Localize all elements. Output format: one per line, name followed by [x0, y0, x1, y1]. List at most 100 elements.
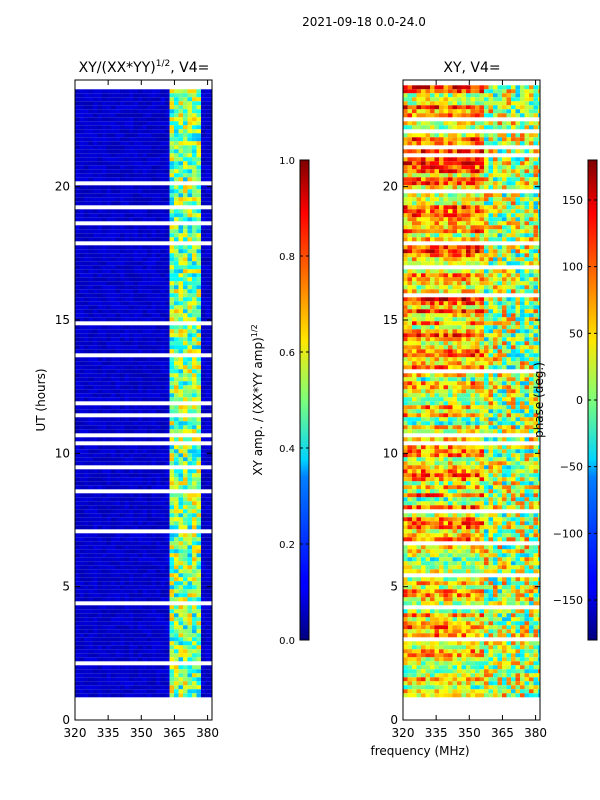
heatmap-cell: [165, 581, 170, 586]
heatmap-cell: [174, 293, 179, 298]
heatmap-cell: [93, 309, 98, 314]
heatmap-cell: [201, 685, 206, 690]
heatmap-cell: [93, 649, 98, 654]
heatmap-cell: [187, 629, 193, 634]
heatmap-cell: [205, 561, 211, 566]
heatmap-cell: [160, 429, 166, 434]
heatmap-cell: [88, 133, 94, 138]
heatmap-cell: [115, 525, 121, 530]
heatmap-cell: [169, 345, 175, 350]
heatmap-cell: [205, 237, 211, 242]
heatmap-cell: [205, 277, 211, 282]
heatmap-cell: [147, 289, 152, 294]
heatmap-cell: [156, 589, 161, 594]
heatmap-cell: [201, 165, 206, 170]
heatmap-cell: [183, 633, 188, 638]
heatmap-cell: [84, 485, 89, 490]
heatmap-cell: [138, 337, 143, 342]
heatmap-cell: [178, 125, 184, 130]
heatmap-cell: [174, 429, 179, 434]
heatmap-cell: [475, 181, 480, 186]
heatmap-cell: [138, 105, 143, 110]
heatmap-cell: [120, 117, 125, 122]
heatmap-cell: [88, 157, 94, 162]
heatmap-cell: [124, 289, 130, 294]
heatmap-cell: [160, 509, 166, 514]
heatmap-cell: [93, 253, 98, 258]
heatmap-cell: [93, 333, 98, 338]
heatmap-cell: [138, 525, 143, 530]
heatmap-cell: [421, 161, 426, 166]
heatmap-cell: [115, 593, 121, 598]
heatmap-cell: [210, 173, 212, 178]
heatmap-cell: [106, 97, 112, 102]
heatmap-cell: [178, 89, 184, 94]
heatmap-cell: [124, 397, 130, 402]
heatmap-cell: [183, 89, 188, 94]
heatmap-cell: [183, 233, 188, 238]
heatmap-cell: [533, 149, 539, 154]
heatmap-cell: [192, 557, 197, 562]
heatmap-cell: [129, 133, 134, 138]
heatmap-cell: [421, 97, 426, 102]
heatmap-cell: [165, 565, 170, 570]
heatmap-cell: [147, 261, 152, 266]
heatmap-cell: [183, 557, 188, 562]
heatmap-cell: [448, 109, 453, 114]
heatmap-cell: [165, 577, 170, 582]
heatmap-cell: [93, 509, 98, 514]
heatmap-cell: [488, 101, 494, 106]
heatmap-cell: [178, 669, 184, 674]
heatmap-cell: [434, 181, 440, 186]
heatmap-cell: [147, 109, 152, 114]
heatmap-cell: [201, 317, 206, 322]
heatmap-cell: [97, 453, 103, 458]
heatmap-cell: [201, 97, 206, 102]
heatmap-cell: [129, 361, 134, 366]
heatmap-cell: [133, 209, 139, 214]
heatmap-cell: [102, 669, 107, 674]
heatmap-cell: [97, 93, 103, 98]
heatmap-cell: [479, 101, 485, 106]
heatmap-cell: [187, 577, 193, 582]
heatmap-cell: [147, 237, 152, 242]
heatmap-cell: [111, 653, 116, 658]
heatmap-cell: [183, 437, 188, 442]
heatmap-cell: [138, 213, 143, 218]
heatmap-cell: [183, 513, 188, 518]
heatmap-cell: [533, 173, 539, 178]
heatmap-cell: [93, 405, 98, 410]
heatmap-cell: [111, 453, 116, 458]
heatmap-cell: [529, 161, 534, 166]
heatmap-cell: [93, 437, 98, 442]
heatmap-cell: [124, 313, 130, 318]
heatmap-cell: [142, 581, 148, 586]
heatmap-cell: [156, 585, 161, 590]
heatmap-cell: [210, 357, 212, 362]
heatmap-cell: [84, 313, 89, 318]
heatmap-cell: [160, 277, 166, 282]
heatmap-cell: [138, 585, 143, 590]
heatmap-cell: [79, 121, 85, 126]
heatmap-cell: [147, 309, 152, 314]
heatmap-cell: [183, 501, 188, 506]
heatmap-cell: [120, 409, 125, 414]
heatmap-cell: [187, 581, 193, 586]
heatmap-cell: [196, 449, 202, 454]
heatmap-cell: [75, 361, 80, 366]
heatmap-cell: [156, 201, 161, 206]
heatmap-cell: [174, 121, 179, 126]
heatmap-cell: [129, 545, 134, 550]
heatmap-cell: [470, 157, 476, 162]
heatmap-cell: [165, 117, 170, 122]
heatmap-cell: [412, 181, 417, 186]
heatmap-cell: [124, 157, 130, 162]
heatmap-cell: [142, 685, 148, 690]
heatmap-cell: [106, 477, 112, 482]
heatmap-cell: [79, 689, 85, 694]
heatmap-cell: [79, 337, 85, 342]
heatmap-cell: [93, 157, 98, 162]
heatmap-cell: [183, 445, 188, 450]
heatmap-cell: [183, 629, 188, 634]
heatmap-cell: [484, 105, 489, 110]
